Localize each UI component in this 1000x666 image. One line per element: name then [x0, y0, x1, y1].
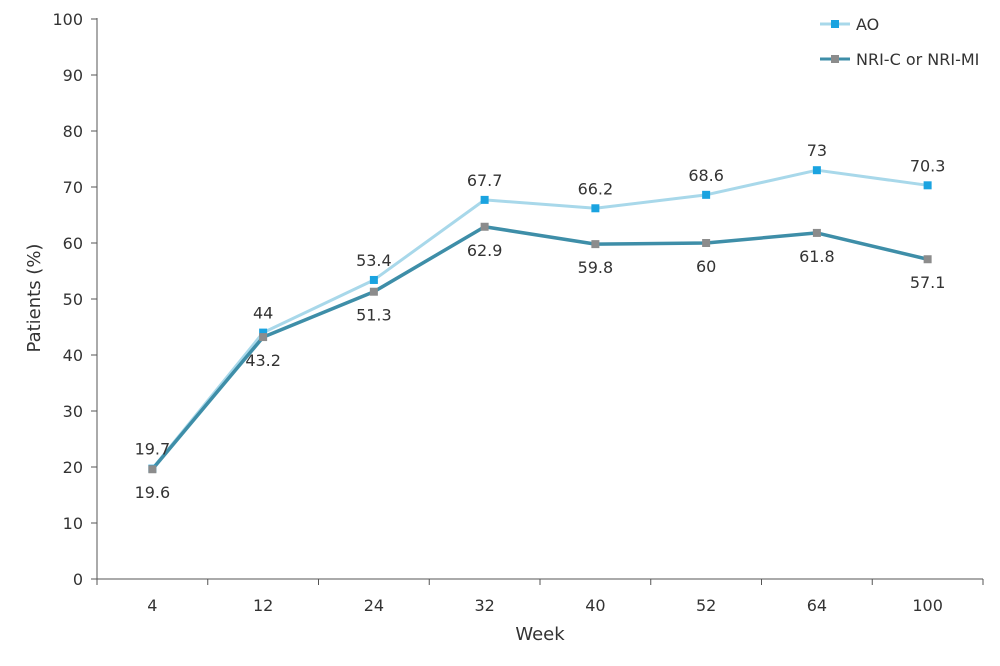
y-tick-label: 10	[63, 514, 83, 533]
legend-swatch-marker	[831, 20, 839, 28]
data-label: 59.8	[578, 258, 614, 277]
y-tick-label: 20	[63, 458, 83, 477]
data-label: 19.6	[135, 483, 171, 502]
y-tick-label: 30	[63, 402, 83, 421]
y-tick-label: 70	[63, 178, 83, 197]
legend-swatch-marker	[831, 55, 839, 63]
data-point	[591, 204, 600, 213]
data-point	[480, 195, 489, 204]
x-tick-label: 12	[253, 596, 273, 615]
data-label: 44	[253, 304, 273, 323]
data-label: 66.2	[578, 179, 614, 198]
series-0	[151, 168, 928, 470]
x-tick-label: 64	[807, 596, 827, 615]
y-tick-label: 80	[63, 122, 83, 141]
data-label: 60	[696, 257, 716, 276]
y-ticks: 0 10 20 30 40 50 60 70 80 90 100	[52, 10, 97, 589]
x-tick-label: 40	[585, 596, 605, 615]
data-point	[480, 222, 489, 231]
data-label: 19.7	[135, 440, 171, 459]
data-label: 62.9	[467, 241, 503, 260]
y-tick-label: 40	[63, 346, 83, 365]
data-point	[812, 166, 821, 175]
x-tick-label: 24	[364, 596, 384, 615]
series-1	[151, 225, 929, 471]
data-point	[369, 275, 378, 284]
x-tick-label: 4	[147, 596, 157, 615]
data-label: 57.1	[910, 273, 946, 292]
data-point	[259, 333, 268, 342]
series-line	[151, 225, 929, 471]
series-1-markers	[148, 222, 932, 474]
data-label: 61.8	[799, 247, 835, 266]
y-tick-label: 50	[63, 290, 83, 309]
data-point	[369, 287, 378, 296]
legend-label: NRI-C or NRI-MI	[856, 50, 979, 69]
x-tick-label: 32	[474, 596, 494, 615]
data-point	[812, 228, 821, 237]
x-tick-label: 100	[912, 596, 943, 615]
data-label: 70.3	[910, 156, 946, 175]
data-label: 68.6	[688, 166, 724, 185]
data-label: 51.3	[356, 306, 392, 325]
x-tick-label: 52	[696, 596, 716, 615]
x-ticks: 4 12 24 32 40 52 64 100	[96, 579, 984, 615]
data-point	[702, 190, 711, 199]
data-label: 73	[807, 141, 827, 160]
axes	[96, 18, 983, 580]
legend-label: AO	[856, 15, 879, 34]
y-tick-label: 0	[73, 570, 83, 589]
data-label: 53.4	[356, 251, 392, 270]
series-line	[151, 168, 928, 470]
data-labels: 19.7 44 53.4 67.7 66.2 68.6 73 70.3 19.6 43.2 51.3…	[135, 141, 946, 502]
data-point	[148, 465, 157, 474]
data-point	[259, 328, 268, 337]
data-point	[923, 255, 932, 264]
data-point	[923, 181, 932, 190]
y-tick-label: 60	[63, 234, 83, 253]
x-axis-title: Week	[515, 624, 565, 645]
y-axis-title: Patients (%)	[24, 244, 45, 353]
data-label: 67.7	[467, 171, 503, 190]
y-tick-label: 90	[63, 66, 83, 85]
data-label: 43.2	[245, 351, 281, 370]
data-point	[702, 239, 711, 247]
legend: AO NRI-C or NRI-MI	[820, 15, 979, 69]
data-point	[591, 240, 600, 249]
series-layer	[148, 166, 932, 474]
y-tick-label: 100	[52, 10, 83, 29]
